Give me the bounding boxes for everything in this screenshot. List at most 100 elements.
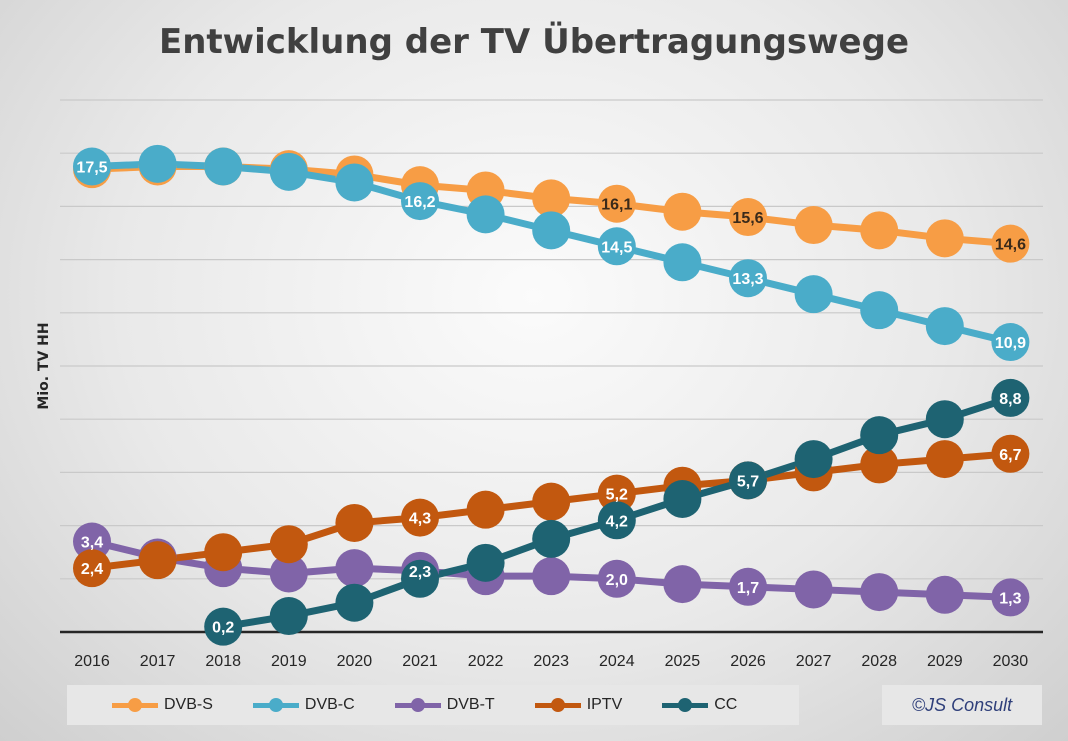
data-point-dvb-t <box>532 557 571 596</box>
data-point-dvb-c <box>73 147 111 186</box>
data-point-cc <box>925 400 964 439</box>
data-label-cc: 5,7 <box>737 473 759 490</box>
data-point-dvb-s <box>794 206 833 245</box>
data-point-cc <box>794 440 833 479</box>
data-point-dvb-c <box>794 275 833 314</box>
data-label-iptv: 5,2 <box>606 487 628 504</box>
data-point-dvb-t <box>73 522 111 561</box>
legend-item-dvb-c: DVB-C <box>252 696 355 714</box>
legend-label-iptv: IPTV <box>586 696 623 713</box>
data-point-cc <box>663 480 702 518</box>
legend-item-dvb-s: DVB-S <box>112 696 213 714</box>
x-tick-label: 2026 <box>730 653 766 670</box>
data-point-dvb-c <box>401 182 439 221</box>
data-point-cc <box>860 416 899 455</box>
data-point-iptv <box>401 498 439 537</box>
data-point-iptv <box>597 474 636 513</box>
data-point-dvb-c <box>925 307 964 346</box>
data-label-dvb-c: 13,3 <box>732 271 763 288</box>
data-point-dvb-s <box>860 211 899 250</box>
data-point-dvb-t <box>925 575 964 614</box>
data-label-iptv: 2,4 <box>81 561 103 578</box>
x-tick-label: 2025 <box>665 653 701 670</box>
data-label-cc: 0,2 <box>212 620 234 637</box>
data-point-dvb-c <box>860 291 899 330</box>
data-point-cc <box>532 519 571 558</box>
data-label-dvb-t: 2,0 <box>606 572 628 589</box>
data-point-dvb-c <box>204 147 243 186</box>
data-point-dvb-s <box>532 179 571 218</box>
copyright-label: ©JS Consult <box>882 685 1042 725</box>
data-point-dvb-t <box>269 554 308 593</box>
data-label-dvb-s: 14,6 <box>995 237 1026 254</box>
data-label-dvb-t: 1,7 <box>737 580 759 597</box>
data-point-iptv <box>138 541 177 580</box>
line-chart: 2016 2017 2018 2019 2020 2021 2022 2023 2024 2025… <box>60 99 1043 670</box>
data-point-dvb-c <box>138 144 177 183</box>
data-point-cc <box>204 607 243 646</box>
data-label-cc: 4,2 <box>606 513 628 530</box>
data-label-dvb-t: 2,3 <box>409 564 431 581</box>
x-tick-label: 2018 <box>205 653 241 670</box>
data-point-iptv <box>204 533 243 572</box>
x-tick-label: 2016 <box>74 653 110 670</box>
data-point-cc <box>597 501 636 540</box>
data-point-dvb-c <box>532 211 571 250</box>
data-point-dvb-t <box>991 578 1030 617</box>
data-label-dvb-t: 3,4 <box>81 535 103 552</box>
data-point-dvb-c <box>663 243 702 282</box>
legend-item-iptv: IPTV <box>534 696 623 714</box>
data-point-dvb-s <box>925 219 964 258</box>
data-point-dvb-c <box>991 323 1030 362</box>
chart-title: Entwicklung der TV Übertragungswege <box>158 22 910 62</box>
data-point-dvb-t <box>794 570 833 609</box>
series-group: 16,1 15,6 14,6 17,5 16,2 14,5 13,3 10,9 3,4 2,3 2,… <box>73 144 1030 646</box>
x-axis: 2016 2017 2018 2019 2020 2021 2022 2023 2024 2025… <box>60 630 1043 670</box>
legend-label-dvb-s: DVB-S <box>164 696 213 713</box>
data-point-dvb-t <box>860 573 899 612</box>
data-point-iptv <box>860 445 899 484</box>
legend-swatch-dvb-c <box>252 698 299 712</box>
data-point-dvb-s <box>663 192 702 231</box>
legend-swatch-dvb-t <box>394 698 441 712</box>
data-label-dvb-s: 15,6 <box>732 210 763 227</box>
data-point-cc <box>335 583 374 622</box>
legend-swatch-dvb-s <box>112 698 158 712</box>
data-point-iptv <box>73 549 111 588</box>
data-point-dvb-t <box>729 567 767 606</box>
data-point-dvb-s <box>597 184 636 223</box>
data-label-dvb-c: 17,5 <box>76 160 107 177</box>
data-point-cc <box>466 543 505 582</box>
data-point-iptv <box>532 482 571 521</box>
legend-swatch-iptv <box>534 698 581 712</box>
x-tick-label: 2029 <box>927 653 963 670</box>
x-tick-label: 2021 <box>402 653 438 670</box>
x-tick-label: 2022 <box>468 653 504 670</box>
data-point-dvb-t <box>663 565 702 604</box>
data-point-cc <box>401 559 439 598</box>
legend-item-dvb-t: DVB-T <box>394 696 495 714</box>
data-point-dvb-s <box>991 224 1030 263</box>
x-tick-label: 2019 <box>271 653 307 670</box>
data-label-iptv: 6,7 <box>999 447 1021 464</box>
legend-label-dvb-c: DVB-C <box>304 696 355 713</box>
data-point-dvb-c <box>466 195 505 234</box>
data-point-dvb-c <box>269 152 308 191</box>
data-point-iptv <box>466 490 505 529</box>
legend-label-cc: CC <box>714 696 738 713</box>
data-point-dvb-t <box>335 549 374 588</box>
data-label-dvb-c: 10,9 <box>995 335 1026 352</box>
data-point-cc <box>269 597 308 636</box>
legend-label-dvb-t: DVB-T <box>446 696 495 713</box>
x-tick-label: 2020 <box>337 653 373 670</box>
data-point-dvb-s <box>729 198 767 237</box>
data-point-iptv <box>269 525 308 564</box>
data-label-dvb-t: 1,3 <box>999 590 1021 607</box>
data-point-dvb-c <box>335 163 374 202</box>
data-label-dvb-c: 14,5 <box>601 239 632 256</box>
data-point-iptv <box>335 503 374 542</box>
data-label-iptv: 4,3 <box>409 511 431 528</box>
data-label-dvb-s: 16,1 <box>601 197 632 214</box>
x-tick-label: 2030 <box>993 653 1029 670</box>
data-point-iptv <box>925 440 964 479</box>
